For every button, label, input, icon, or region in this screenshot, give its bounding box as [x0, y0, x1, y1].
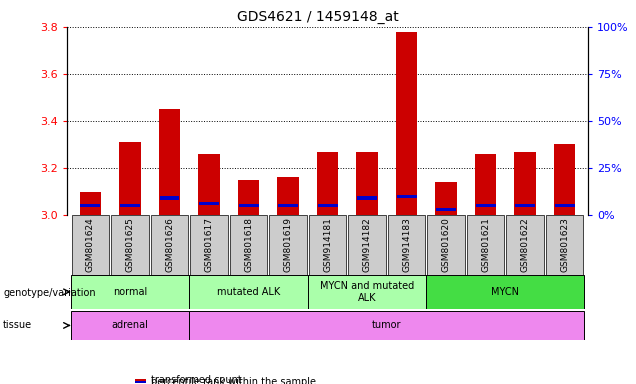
Bar: [435, 182, 457, 215]
Bar: [515, 204, 535, 207]
Bar: [436, 208, 456, 211]
Bar: [81, 204, 100, 207]
Bar: [554, 144, 576, 215]
Bar: [199, 202, 219, 205]
Bar: [427, 215, 465, 275]
Text: GSM801620: GSM801620: [441, 217, 450, 272]
Bar: [349, 215, 386, 275]
Bar: [190, 215, 228, 275]
Bar: [230, 215, 267, 275]
Bar: [269, 215, 307, 275]
Text: GSM914183: GSM914183: [402, 217, 411, 272]
Bar: [474, 154, 497, 215]
Bar: [546, 215, 583, 275]
Bar: [515, 152, 536, 215]
Bar: [278, 204, 298, 207]
Text: GDS4621 / 1459148_at: GDS4621 / 1459148_at: [237, 10, 399, 23]
Text: GSM914181: GSM914181: [323, 217, 332, 272]
Bar: [72, 215, 109, 275]
Text: mutated ALK: mutated ALK: [217, 287, 280, 297]
Bar: [198, 154, 220, 215]
Bar: [308, 275, 426, 309]
Bar: [71, 275, 190, 309]
Bar: [80, 192, 101, 215]
Text: MYCN and mutated
ALK: MYCN and mutated ALK: [320, 281, 414, 303]
Bar: [135, 379, 146, 381]
Bar: [119, 142, 141, 215]
Bar: [190, 275, 308, 309]
Bar: [426, 275, 584, 309]
Bar: [111, 215, 149, 275]
Bar: [388, 215, 425, 275]
Bar: [151, 215, 188, 275]
Text: transformed count: transformed count: [151, 375, 242, 384]
Text: GSM801621: GSM801621: [481, 217, 490, 272]
Text: genotype/variation: genotype/variation: [3, 288, 96, 298]
Bar: [238, 204, 258, 207]
Text: GSM801623: GSM801623: [560, 217, 569, 272]
Text: tumor: tumor: [372, 320, 401, 331]
Bar: [277, 177, 299, 215]
Text: GSM801619: GSM801619: [284, 217, 293, 272]
Text: GSM801624: GSM801624: [86, 217, 95, 272]
Bar: [238, 180, 259, 215]
Bar: [397, 195, 417, 198]
Text: normal: normal: [113, 287, 147, 297]
Bar: [357, 197, 377, 200]
Bar: [308, 215, 347, 275]
Bar: [158, 109, 181, 215]
Bar: [160, 197, 179, 200]
Text: tissue: tissue: [3, 320, 32, 330]
Bar: [317, 204, 338, 207]
Bar: [555, 204, 574, 207]
Bar: [190, 311, 584, 340]
Bar: [71, 311, 190, 340]
Text: GSM801618: GSM801618: [244, 217, 253, 272]
Bar: [506, 215, 544, 275]
Bar: [135, 381, 146, 383]
Bar: [317, 152, 338, 215]
Bar: [476, 204, 495, 207]
Text: GSM801625: GSM801625: [125, 217, 134, 272]
Bar: [396, 31, 417, 215]
Text: GSM801626: GSM801626: [165, 217, 174, 272]
Text: GSM801622: GSM801622: [521, 217, 530, 272]
Text: adrenal: adrenal: [111, 320, 148, 331]
Bar: [356, 152, 378, 215]
Bar: [120, 204, 140, 207]
Text: MYCN: MYCN: [492, 287, 520, 297]
Text: GSM801617: GSM801617: [205, 217, 214, 272]
Text: GSM914182: GSM914182: [363, 217, 371, 272]
Text: percentile rank within the sample: percentile rank within the sample: [151, 377, 316, 384]
Bar: [467, 215, 504, 275]
